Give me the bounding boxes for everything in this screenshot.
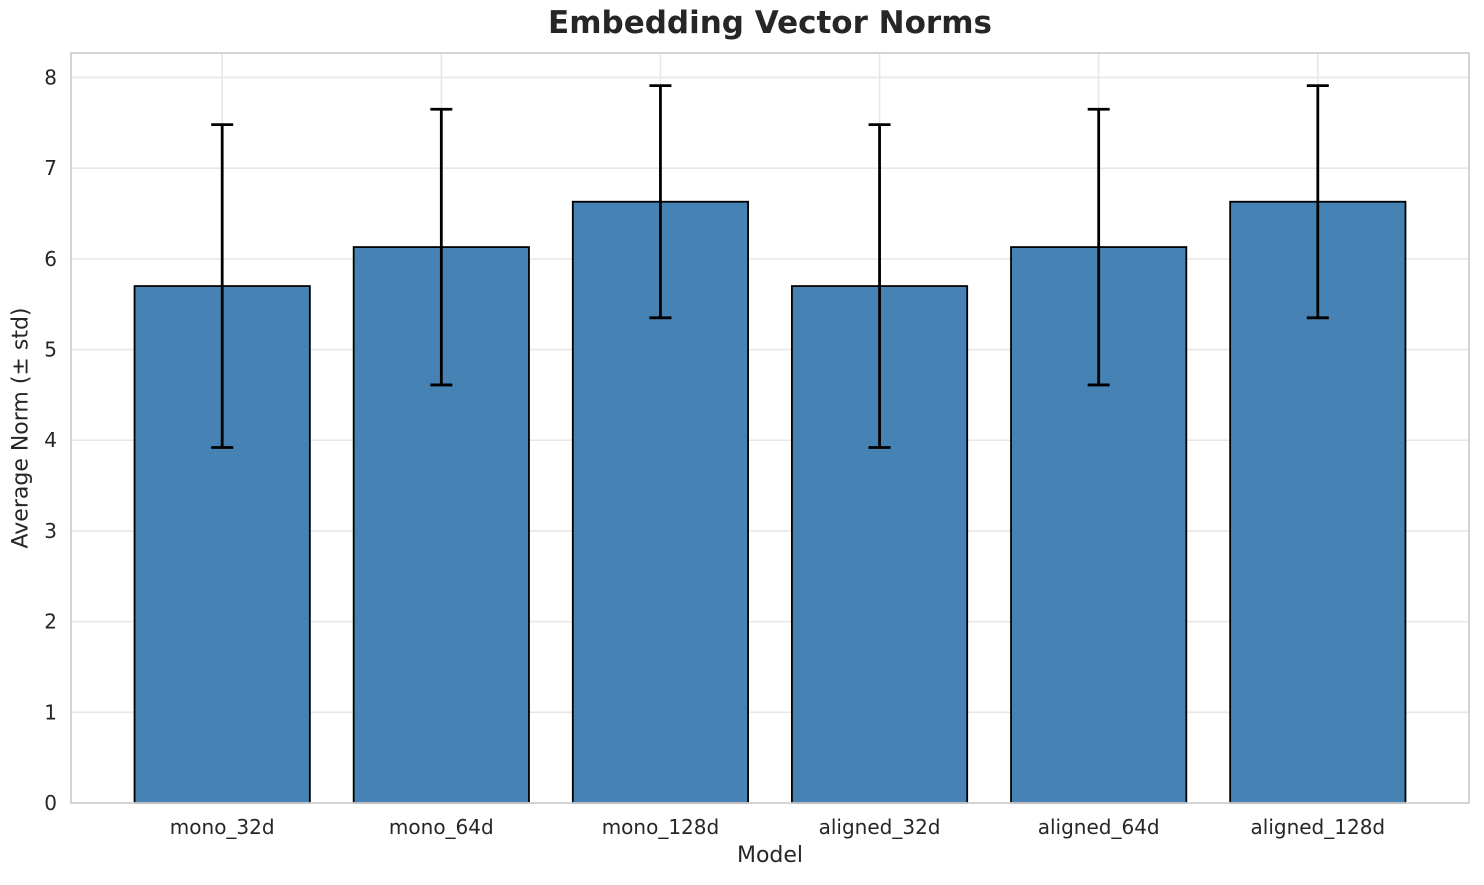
x-tick-label-mono_128d: mono_128d bbox=[602, 815, 720, 839]
y-tick-label-1: 1 bbox=[44, 700, 57, 724]
y-tick-label-8: 8 bbox=[44, 65, 57, 89]
y-tick-label-6: 6 bbox=[44, 247, 57, 271]
x-tick-label-mono_64d: mono_64d bbox=[389, 815, 494, 839]
error-bar-mono_128d bbox=[649, 84, 672, 320]
x-tick-label-aligned_64d: aligned_64d bbox=[1038, 815, 1160, 839]
error-bar-mono_64d bbox=[430, 107, 453, 387]
error-bar-aligned_128d bbox=[1306, 84, 1329, 320]
error-bar-aligned_64d bbox=[1087, 107, 1110, 387]
x-tick-label-aligned_32d: aligned_32d bbox=[819, 815, 941, 839]
y-axis-label: Average Norm (± std) bbox=[8, 307, 34, 549]
error-bar-aligned_32d bbox=[868, 123, 891, 449]
x-axis-label: Model bbox=[736, 843, 804, 868]
y-tick-label-2: 2 bbox=[44, 610, 57, 634]
x-tick-label-mono_32d: mono_32d bbox=[170, 815, 275, 839]
y-tick-label-0: 0 bbox=[44, 791, 57, 815]
error-bar-mono_32d bbox=[211, 123, 234, 449]
plot-spines bbox=[70, 52, 1470, 804]
y-tick-label-5: 5 bbox=[44, 338, 57, 362]
chart-title: Embedding Vector Norms bbox=[548, 5, 992, 41]
y-tick-label-7: 7 bbox=[44, 156, 57, 180]
x-tick-label-aligned_128d: aligned_128d bbox=[1251, 815, 1386, 839]
y-tick-label-4: 4 bbox=[44, 428, 57, 452]
y-tick-label-3: 3 bbox=[44, 519, 57, 543]
